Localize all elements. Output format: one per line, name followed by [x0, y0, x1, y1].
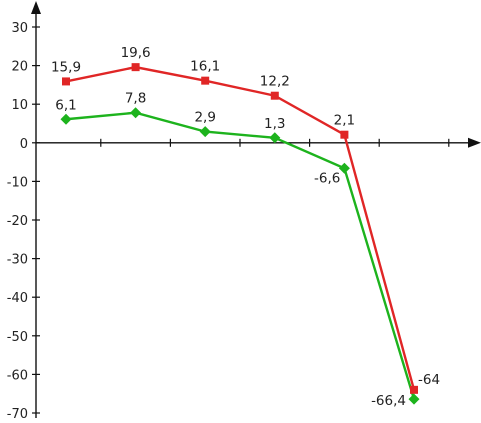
- y-tick-label: 0: [20, 137, 28, 152]
- y-tick-label: 10: [11, 98, 28, 113]
- data-label-series-2: -66,4: [371, 393, 406, 409]
- y-tick-label: -40: [7, 291, 28, 306]
- data-label-series-1: 12,2: [260, 74, 290, 90]
- y-tick-label: -60: [7, 368, 28, 383]
- data-point-series-1: [410, 385, 418, 394]
- series-line-1: [65, 65, 416, 391]
- data-label-series-2: 7,8: [125, 91, 146, 107]
- data-point-series-1: [201, 76, 210, 85]
- data-point-series-1: [270, 91, 279, 100]
- data-point-series-1: [131, 63, 140, 72]
- data-label-series-2: 2,9: [194, 110, 215, 126]
- data-point-series-2: [130, 107, 142, 119]
- x-axis-arrow: [468, 137, 481, 148]
- y-tick-label: -10: [7, 175, 28, 190]
- series-line-2: [65, 111, 416, 400]
- data-point-series-2: [199, 126, 211, 138]
- chart-axes: [31, 1, 481, 418]
- y-tick-label: -30: [7, 253, 28, 268]
- data-label-series-1: 19,6: [121, 45, 151, 61]
- y-tick-label: -20: [7, 214, 28, 229]
- y-tick-label: 20: [11, 60, 28, 75]
- series-lines: [65, 65, 416, 400]
- data-label-series-1: -64: [418, 372, 440, 388]
- data-label-series-2: 1,3: [264, 116, 285, 132]
- data-label-series-1: 15,9: [51, 59, 81, 75]
- data-point-series-1: [62, 77, 70, 86]
- data-label-series-1: 16,1: [190, 59, 220, 75]
- data-labels: 15,9 19,6 16,1 12,2 2,1 -64 6,1 7,8 2,9 1,3 -6,6 -6…: [51, 45, 440, 409]
- data-label-series-1: 2,1: [334, 113, 355, 129]
- data-point-series-2: [60, 113, 72, 125]
- data-point-series-2: [338, 162, 350, 174]
- data-point-series-2: [408, 393, 420, 405]
- y-tick-label: 30: [11, 21, 28, 36]
- y-axis-arrow: [31, 1, 41, 14]
- series-markers: [60, 63, 420, 405]
- data-label-series-2: -6,6: [314, 170, 340, 186]
- data-point-series-2: [269, 132, 281, 144]
- data-point-series-1: [340, 130, 349, 139]
- y-tick-label: -70: [7, 407, 28, 422]
- data-label-series-2: 6,1: [55, 97, 76, 113]
- y-tick-label: -50: [7, 330, 28, 345]
- y-tick-labels: 30 20 10 0 -10 -20 -30 -40 -50 -60 -70: [7, 21, 28, 422]
